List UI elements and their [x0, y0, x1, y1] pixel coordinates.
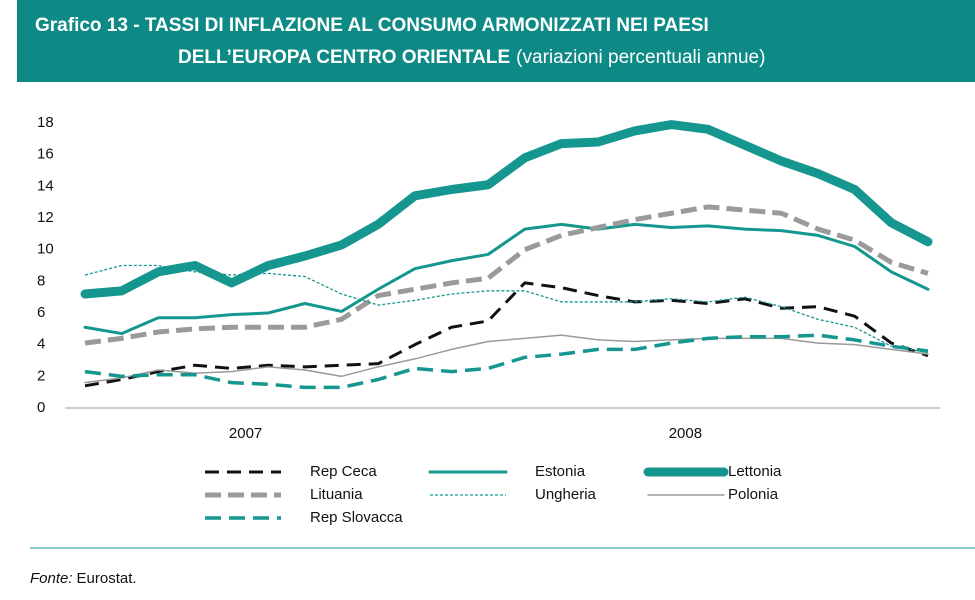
- series-line: [84, 204, 929, 346]
- chart-subtitle: (variazioni percentuali annue): [516, 47, 765, 68]
- series-line: [83, 222, 930, 336]
- x-tick-label: 2007: [229, 425, 262, 442]
- header-band: [17, 0, 975, 82]
- series-line: [84, 333, 929, 390]
- y-tick-label: 14: [37, 177, 54, 194]
- legend-label: Lettonia: [728, 463, 782, 480]
- legend-label: Polonia: [728, 486, 779, 503]
- series-line: [84, 334, 929, 384]
- legend-label: Lituania: [310, 486, 363, 503]
- legend-label: Rep Ceca: [310, 463, 377, 480]
- source: Fonte: Eurostat.: [30, 570, 137, 587]
- y-tick-label: 6: [37, 304, 45, 321]
- y-tick-label: 2: [37, 367, 45, 384]
- legend-label: Rep Slovacca: [310, 509, 403, 526]
- legend-label: Estonia: [535, 463, 586, 480]
- series-line: [84, 264, 929, 354]
- source-text: Eurostat.: [77, 570, 137, 587]
- series-line: [80, 120, 933, 299]
- chart-title: Grafico 13 - TASSI DI INFLAZIONE AL CONS…: [35, 15, 709, 36]
- series-line: [84, 281, 929, 388]
- x-tick-label: 2008: [669, 425, 702, 442]
- legend-label: Ungheria: [535, 486, 597, 503]
- chart-title: DELL’EUROPA CENTRO ORIENTALE (variazioni …: [178, 47, 765, 68]
- y-tick-label: 12: [37, 209, 54, 226]
- y-tick-label: 16: [37, 146, 54, 163]
- y-tick-label: 4: [37, 336, 45, 353]
- chart-title: DELL’EUROPA CENTRO ORIENTALE: [178, 47, 510, 68]
- y-tick-label: 10: [37, 241, 54, 258]
- y-tick-label: 0: [37, 399, 45, 416]
- y-tick-label: 8: [37, 272, 45, 289]
- y-tick-label: 18: [37, 114, 54, 131]
- source-label: Fonte:: [30, 570, 73, 587]
